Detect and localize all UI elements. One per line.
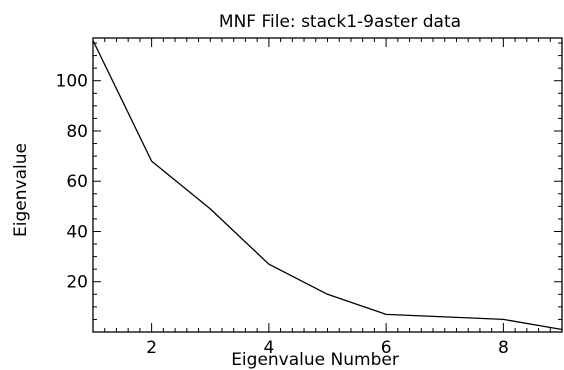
y-tick-label: 20 <box>66 273 88 293</box>
x-tick-label: 2 <box>146 338 157 358</box>
chart-title: MNF File: stack1-9aster data <box>219 12 461 32</box>
y-axis-ticks: 20 40 60 80 100 <box>56 42 562 320</box>
x-tick-label: 6 <box>381 338 392 358</box>
x-axis-label: Eigenvalue Number <box>231 350 399 370</box>
x-tick-label: 8 <box>498 338 509 358</box>
eigenvalue-series-line <box>92 40 563 331</box>
x-tick-label: 4 <box>263 338 274 358</box>
series-layer <box>92 40 563 331</box>
y-tick-label: 40 <box>66 222 88 242</box>
y-axis-label: Eigenvalue <box>11 143 31 237</box>
y-tick-label: 100 <box>56 72 88 92</box>
x-axis-ticks: 2 4 6 8 <box>104 38 551 358</box>
y-tick-label: 80 <box>66 122 88 142</box>
plot-frame <box>92 37 563 333</box>
y-tick-label: 60 <box>66 172 88 192</box>
